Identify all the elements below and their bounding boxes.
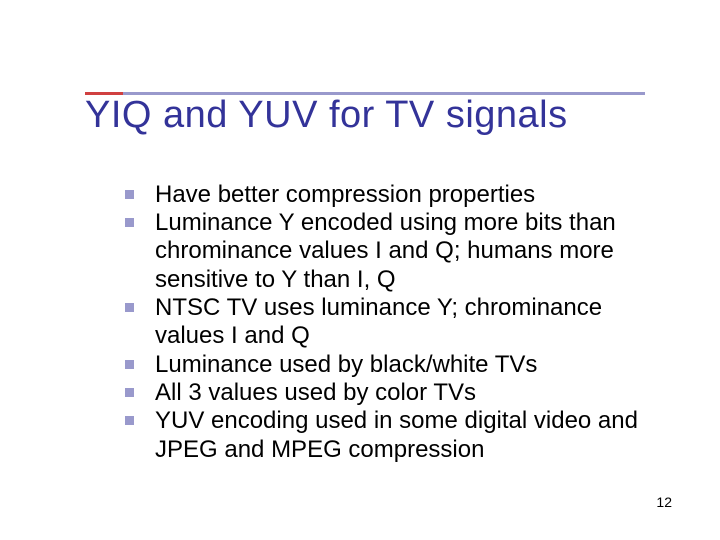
title-underline-accent (85, 92, 123, 95)
bullet-marker-icon (125, 388, 134, 397)
bullet-text: All 3 values used by color TVs (155, 379, 476, 406)
bullet-text: YUV encoding used in some digital video … (155, 407, 638, 462)
bullet-list: Have better compression properties Lumin… (85, 181, 670, 464)
bullet-marker-icon (125, 190, 134, 199)
list-item: Have better compression properties (125, 181, 670, 209)
bullet-text: Luminance Y encoded using more bits than… (155, 209, 616, 293)
bullet-text: NTSC TV uses luminance Y; chrominance va… (155, 294, 602, 349)
bullet-marker-icon (125, 416, 134, 425)
list-item: Luminance Y encoded using more bits than… (125, 209, 670, 294)
bullet-text: Have better compression properties (155, 181, 535, 208)
list-item: YUV encoding used in some digital video … (125, 407, 670, 464)
bullet-marker-icon (125, 218, 134, 227)
list-item: NTSC TV uses luminance Y; chrominance va… (125, 294, 670, 351)
slide: YIQ and YUV for TV signals Have better c… (0, 0, 720, 540)
page-number: 12 (656, 494, 672, 510)
list-item: All 3 values used by color TVs (125, 379, 670, 407)
slide-title: YIQ and YUV for TV signals (85, 95, 670, 137)
bullet-text: Luminance used by black/white TVs (155, 351, 537, 378)
title-underline (85, 92, 645, 95)
bullet-marker-icon (125, 303, 134, 312)
list-item: Luminance used by black/white TVs (125, 351, 670, 379)
bullet-marker-icon (125, 360, 134, 369)
